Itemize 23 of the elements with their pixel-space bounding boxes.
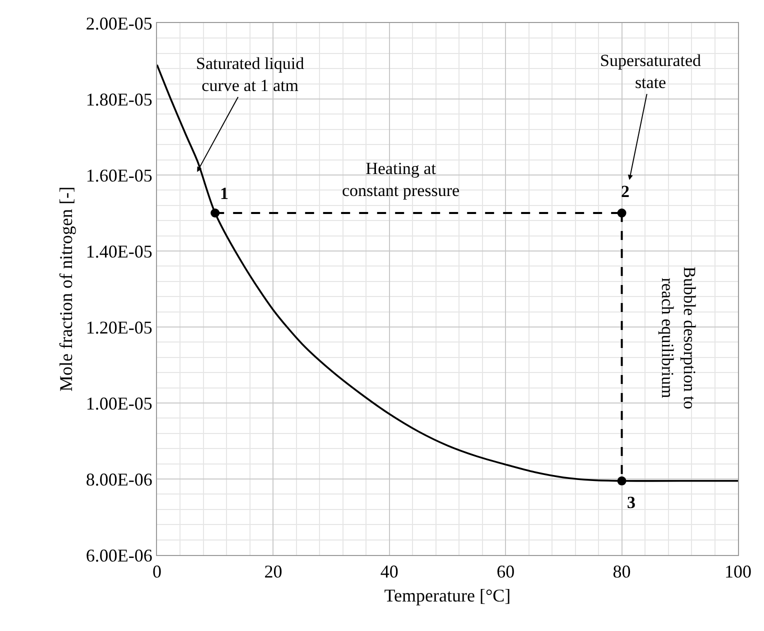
y-tick-label: 1.00E-05	[86, 393, 152, 414]
x-tick-label: 60	[496, 562, 515, 582]
x-tick-label: 100	[724, 562, 752, 582]
y-tick-label: 6.00E-06	[86, 545, 152, 566]
x-tick-label: 40	[380, 562, 398, 582]
annotation: 1	[220, 184, 228, 203]
annotation: Bubble desorption to reach equilibrium	[658, 266, 700, 410]
annotation: Supersaturated state	[600, 51, 702, 92]
x-tick-label: 20	[264, 562, 282, 582]
y-tick-label: 1.20E-05	[86, 317, 152, 338]
x-axis-title: Temperature [°C]	[384, 586, 511, 606]
y-tick-label: 1.60E-05	[86, 165, 152, 186]
annotation: Saturated liquid curve at 1 atm	[196, 54, 305, 96]
annotation: Heating at constant pressure	[342, 159, 460, 200]
y-tick-label: 8.00E-06	[86, 469, 152, 490]
x-tick-label: 0	[152, 562, 162, 582]
y-tick-label: 2.00E-05	[86, 13, 152, 34]
y-tick-label: 1.80E-05	[86, 89, 152, 110]
annotation: 3	[627, 493, 636, 512]
y-tick-label: 1.40E-05	[86, 241, 152, 262]
x-tick-label: 80	[612, 562, 631, 582]
annotation: 2	[621, 182, 630, 201]
y-axis-title: Mole fraction of nitrogen [-]	[56, 186, 76, 392]
